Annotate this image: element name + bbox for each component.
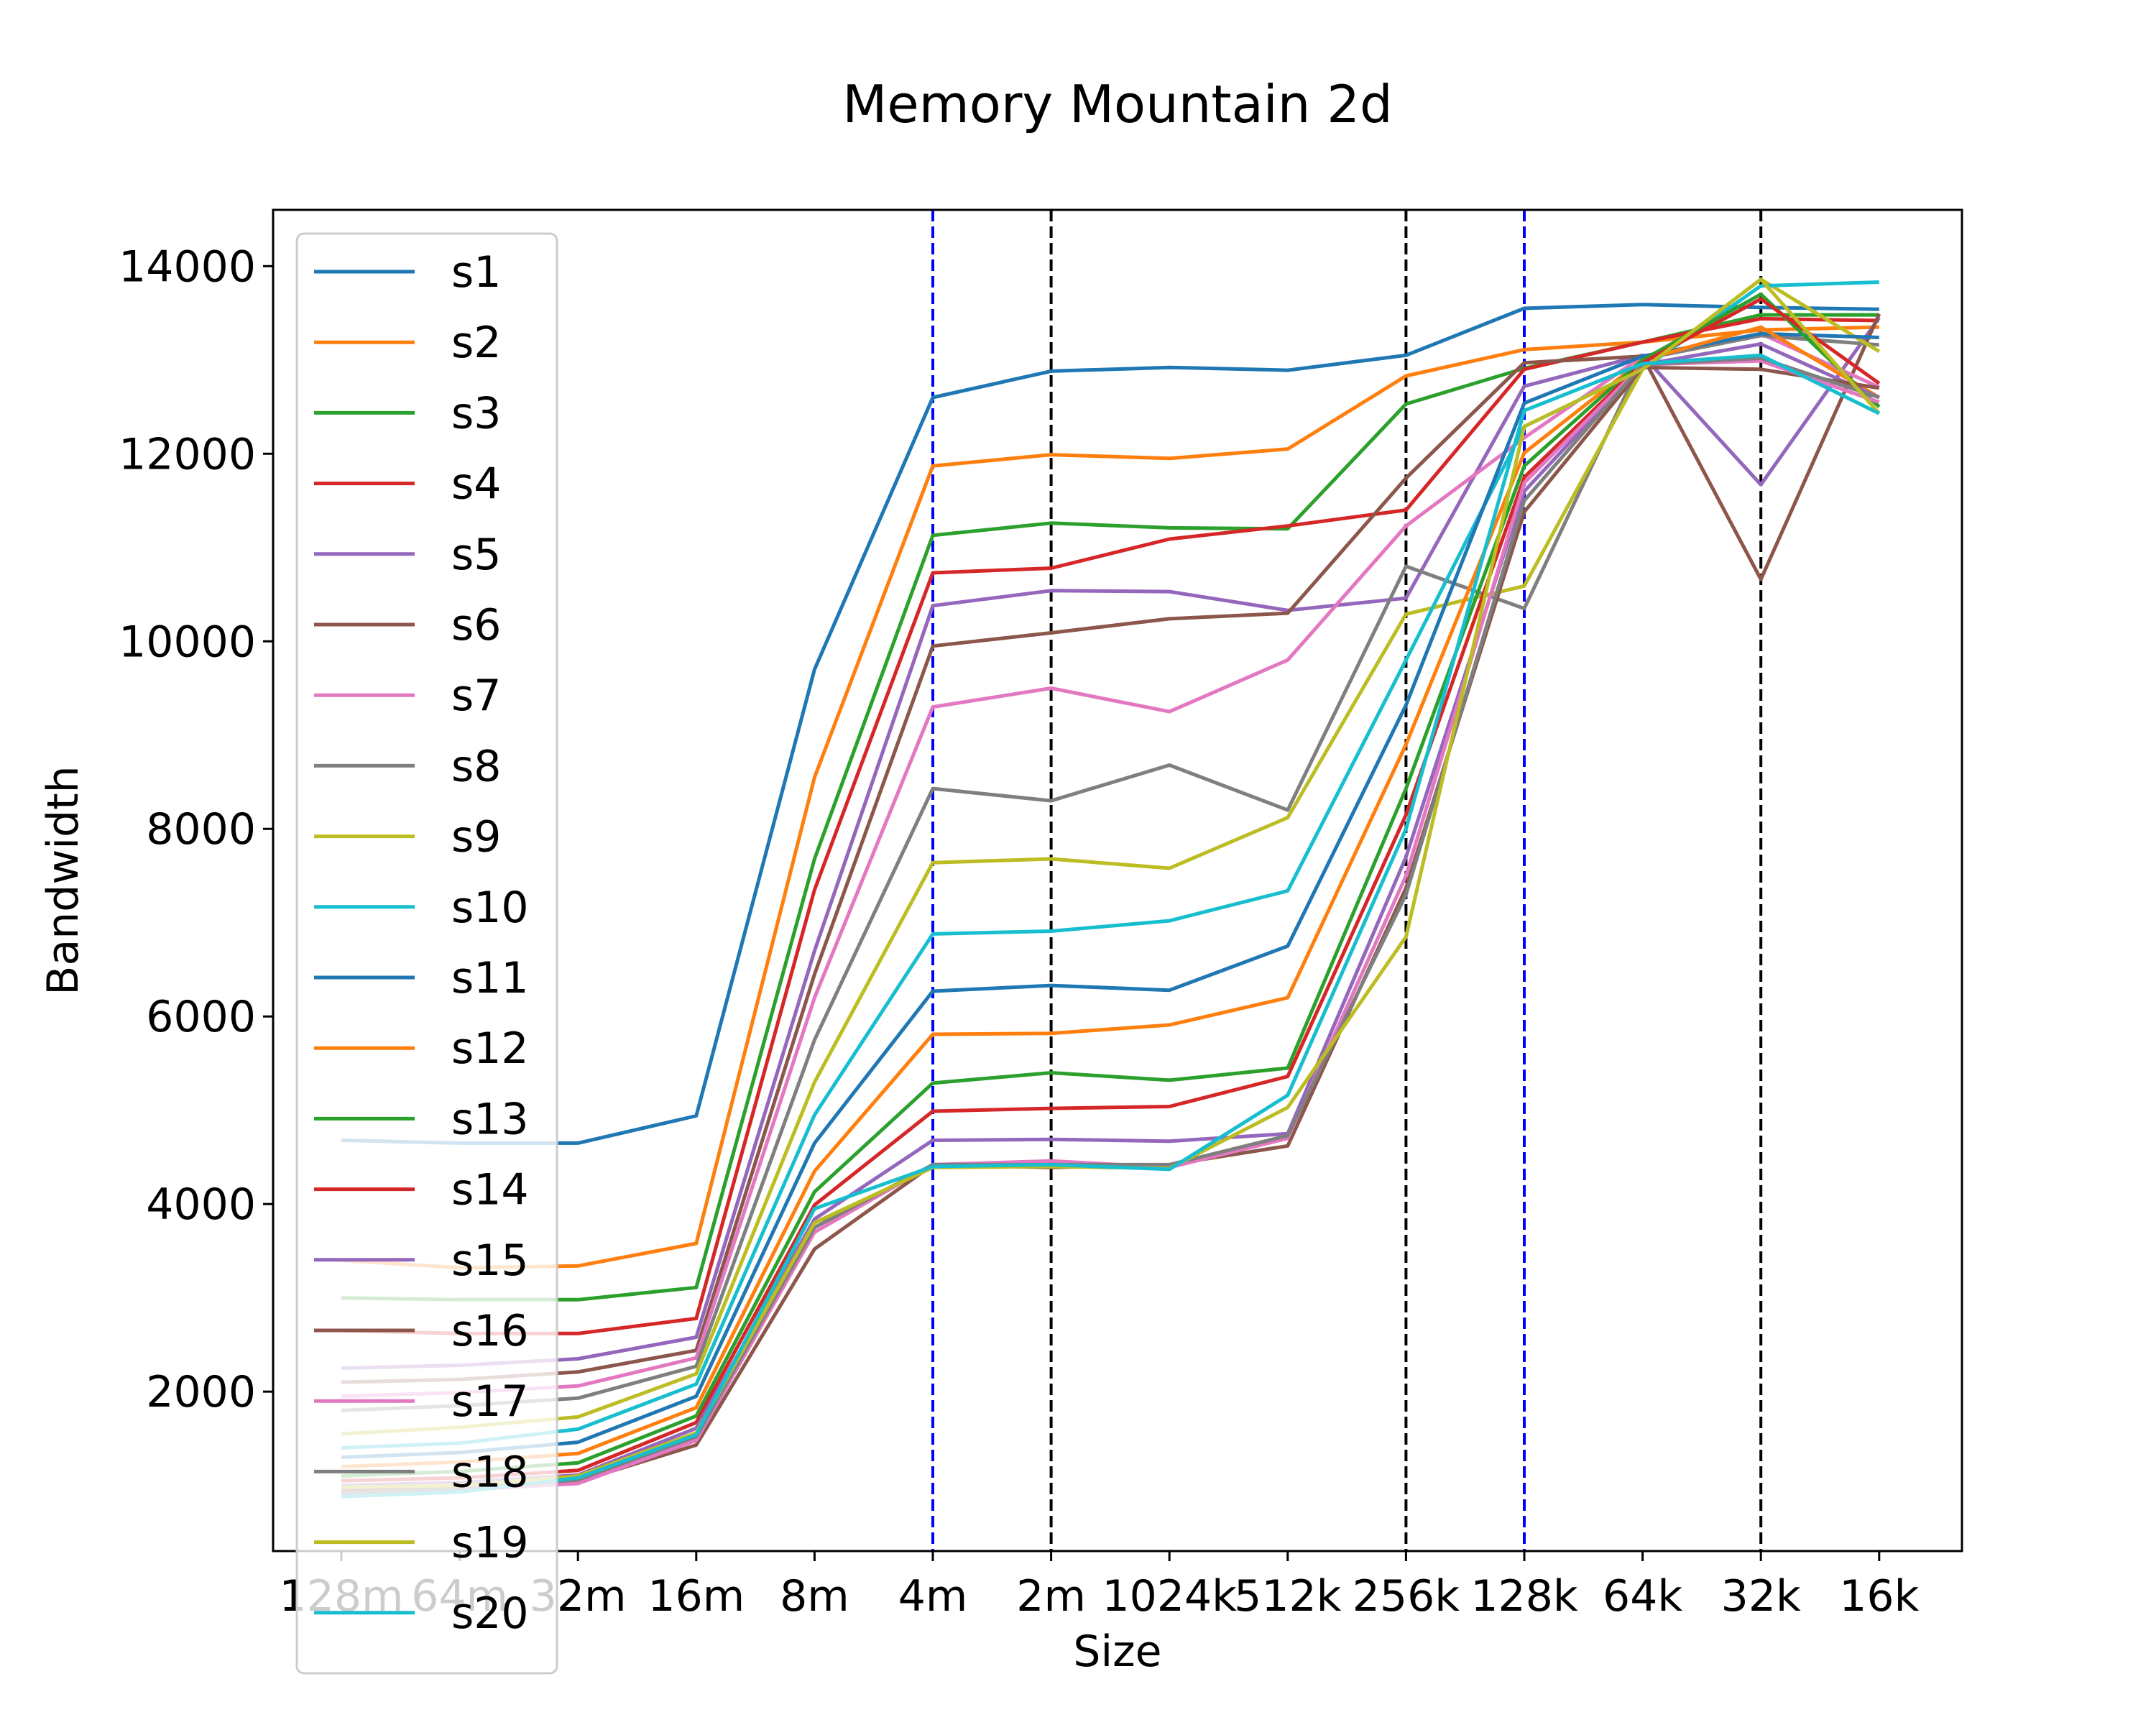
- legend-label-s11: s11: [451, 953, 529, 1003]
- y-tick-label: 14000: [119, 242, 256, 292]
- series-line-s20: [341, 353, 1880, 1499]
- series-line-s15: [341, 342, 1880, 1488]
- series-line-s17: [341, 359, 1880, 1497]
- legend: s1 s2 s3 s4 s5 s6 s7 s8 s9 s10 s11 s12 s13 s14 s15 s16 s…: [295, 232, 558, 1675]
- x-axis-label: Size: [1073, 1627, 1161, 1677]
- x-tick-label: 64k: [1603, 1571, 1682, 1622]
- series-line-s1: [341, 303, 1879, 1145]
- legend-label-s2: s2: [451, 318, 501, 368]
- x-tick-label: 512k: [1234, 1571, 1342, 1622]
- legend-box: [295, 232, 558, 1675]
- series-line-s19: [341, 277, 1881, 1489]
- series-line-s9: [341, 277, 1881, 1436]
- series-line-s8: [341, 334, 1879, 1412]
- legend-label-s16: s16: [451, 1306, 529, 1356]
- legend-label-s18: s18: [451, 1447, 529, 1497]
- legend-label-s3: s3: [451, 388, 501, 438]
- legend-label-s4: s4: [451, 459, 501, 510]
- series-line-s4: [341, 316, 1879, 1335]
- series-line-s6: [341, 313, 1881, 1384]
- legend-label-s9: s9: [451, 812, 501, 862]
- y-tick-label: 2000: [146, 1367, 256, 1417]
- legend-label-s6: s6: [451, 600, 501, 650]
- legend-label-s15: s15: [451, 1236, 529, 1286]
- legend-label-s17: s17: [451, 1376, 529, 1427]
- legend-label-s5: s5: [451, 530, 501, 580]
- legend-label-s1: s1: [451, 247, 501, 298]
- legend-label-s14: s14: [451, 1165, 529, 1215]
- y-tick-label: 10000: [119, 617, 256, 667]
- y-tick-label: 4000: [146, 1179, 256, 1230]
- legend-label-s13: s13: [451, 1094, 529, 1144]
- x-tick-label: 256k: [1353, 1571, 1460, 1622]
- y-tick-label: 12000: [119, 429, 256, 479]
- series-line-s2: [341, 325, 1879, 1270]
- y-tick-label: 6000: [146, 992, 256, 1042]
- y-tick-label: 8000: [146, 804, 256, 855]
- chart-title: Memory Mountain 2d: [842, 74, 1393, 134]
- series-line-s16: [341, 365, 1880, 1492]
- legend-label-s19: s19: [451, 1518, 529, 1568]
- legend-label-s12: s12: [451, 1024, 529, 1074]
- y-axis-label: Bandwidth: [38, 765, 88, 995]
- legend-label-s8: s8: [451, 741, 501, 791]
- x-tick-label: 4m: [898, 1571, 968, 1622]
- legend-label-s20: s20: [451, 1588, 529, 1639]
- y-axis: 2000 4000 6000 8000 10000 12000 14000: [119, 242, 273, 1417]
- x-tick-label: 32k: [1721, 1571, 1801, 1622]
- series-line-s11: [341, 331, 1879, 1459]
- series-line-s5: [341, 316, 1881, 1370]
- series-line-s12: [341, 325, 1881, 1469]
- series-lines: [341, 277, 1881, 1499]
- x-tick-label: 16m: [648, 1571, 745, 1622]
- plot-frame: [272, 208, 1963, 1552]
- x-tick-label: 16k: [1839, 1571, 1919, 1622]
- x-tick-label: 1024k: [1102, 1571, 1237, 1622]
- x-tick-label: 2m: [1016, 1571, 1086, 1622]
- x-tick-label: 8m: [780, 1571, 849, 1622]
- x-tick-label: 128k: [1470, 1571, 1578, 1622]
- legend-label-s10: s10: [451, 883, 529, 933]
- series-line-s14: [341, 297, 1881, 1483]
- series-line-s3: [341, 313, 1879, 1302]
- legend-label-s7: s7: [451, 671, 501, 721]
